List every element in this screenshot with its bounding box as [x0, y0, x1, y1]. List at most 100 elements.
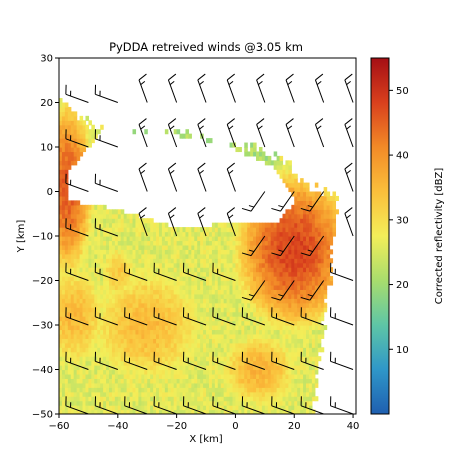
- colorbar: 10 20 30 40 50 Corrected reflectivity [dBZ]: [370, 57, 445, 415]
- x-tick-label: 40: [347, 421, 360, 432]
- wind-barb: [285, 73, 295, 103]
- wind-barb: [352, 58, 354, 59]
- wind-barb: [197, 207, 207, 237]
- wind-barbs: [59, 58, 354, 414]
- x-tick-label: −60: [48, 421, 69, 432]
- y-tick-label: 20: [40, 98, 53, 109]
- wind-barb: [285, 118, 295, 148]
- wind-barb: [212, 307, 236, 326]
- wind-barb: [300, 307, 324, 326]
- wind-barb: [138, 162, 148, 192]
- wind-barb: [256, 118, 266, 148]
- chart-title: PyDDA retreived winds @3.05 km: [109, 40, 303, 54]
- wind-barb: [138, 118, 148, 148]
- wind-barb: [271, 191, 295, 212]
- y-tick-label: 30: [40, 54, 53, 65]
- wind-barb: [182, 351, 207, 370]
- wind-barb: [197, 162, 207, 192]
- reflectivity-field: [59, 98, 339, 414]
- wind-barb: [167, 118, 178, 148]
- colorbar-ticks: 10 20 30 40 50: [389, 86, 409, 356]
- wind-barb: [314, 118, 325, 148]
- wind-barb: [153, 307, 177, 326]
- wind-barb: [65, 262, 89, 281]
- wind-barb: [256, 73, 266, 103]
- y-tick-label: −10: [32, 232, 53, 243]
- x-tick-label: 0: [232, 421, 238, 432]
- wind-barb: [138, 207, 148, 237]
- wind-barb: [271, 235, 295, 257]
- wind-barb: [226, 73, 236, 103]
- wind-barb: [167, 73, 178, 103]
- colorbar-tick-label: 20: [396, 280, 409, 291]
- colorbar-tick-label: 10: [396, 345, 409, 356]
- wind-barb: [271, 351, 295, 370]
- y-axis-label: Y [km]: [16, 220, 27, 254]
- wind-barb: [344, 118, 354, 148]
- wind-barb: [344, 207, 354, 237]
- wind-barb: [94, 351, 118, 370]
- y-tick-label: −20: [32, 276, 53, 287]
- wind-barb: [65, 307, 89, 326]
- wind-barb: [182, 307, 207, 326]
- wind-barb: [330, 307, 354, 326]
- y-tick-label: 0: [47, 187, 53, 198]
- wind-barb: [300, 235, 325, 257]
- wind-barb: [182, 396, 207, 414]
- wind-barb: [226, 118, 236, 148]
- wind-barb: [94, 307, 118, 326]
- wind-barb: [212, 351, 236, 370]
- y-axis: −50 −40 −30 −20 −10 0 10 20 30: [32, 54, 59, 421]
- colorbar-tick-label: 50: [396, 86, 409, 97]
- y-tick-label: 10: [40, 143, 53, 154]
- wind-barb: [65, 396, 89, 414]
- colorbar-gradient: [370, 57, 390, 415]
- wind-barb: [138, 73, 148, 103]
- wind-barb: [212, 262, 236, 281]
- wind-barb: [344, 73, 354, 103]
- x-tick-label: −20: [166, 421, 187, 432]
- wind-barb: [271, 396, 295, 414]
- wind-barb: [86, 58, 89, 59]
- wind-barb: [94, 262, 118, 281]
- wind-barb: [300, 351, 324, 370]
- wind-barb: [241, 396, 266, 414]
- wind-barb: [212, 396, 236, 414]
- wind-barb: [94, 84, 118, 103]
- y-tick-label: −50: [32, 410, 53, 421]
- wind-barb: [271, 307, 295, 326]
- wind-barb: [153, 262, 177, 281]
- wind-barb: [226, 162, 236, 192]
- wind-barb: [124, 262, 148, 281]
- wind-barb: [330, 396, 354, 414]
- wind-barb: [344, 162, 354, 192]
- wind-barb: [124, 307, 148, 326]
- wind-barb: [330, 262, 354, 281]
- wind-barb: [124, 351, 148, 370]
- wind-barb: [94, 396, 118, 414]
- wind-barb: [65, 173, 89, 192]
- wind-barb: [94, 129, 118, 148]
- x-tick-label: 20: [288, 421, 301, 432]
- wind-barb: [241, 351, 266, 370]
- wind-barb: [314, 73, 325, 103]
- wind-barb: [182, 262, 207, 281]
- colorbar-tick-label: 40: [396, 151, 409, 162]
- wind-barb: [65, 84, 89, 103]
- wind-barb: [241, 191, 266, 212]
- wind-barb: [241, 280, 266, 301]
- wind-barb: [300, 280, 325, 301]
- wind-barb: [241, 235, 266, 257]
- wind-barb: [300, 191, 325, 212]
- wind-barb: [241, 307, 266, 326]
- wind-barb: [124, 396, 148, 414]
- wind-barb: [94, 218, 118, 237]
- wind-barb: [153, 396, 177, 414]
- wind-barb: [94, 173, 118, 192]
- wind-barb: [323, 58, 324, 59]
- x-axis: −60 −40 −20 0 20 40: [48, 414, 359, 432]
- wind-barb: [330, 351, 354, 370]
- wind-barb: [197, 73, 207, 103]
- wind-barb: [226, 207, 236, 237]
